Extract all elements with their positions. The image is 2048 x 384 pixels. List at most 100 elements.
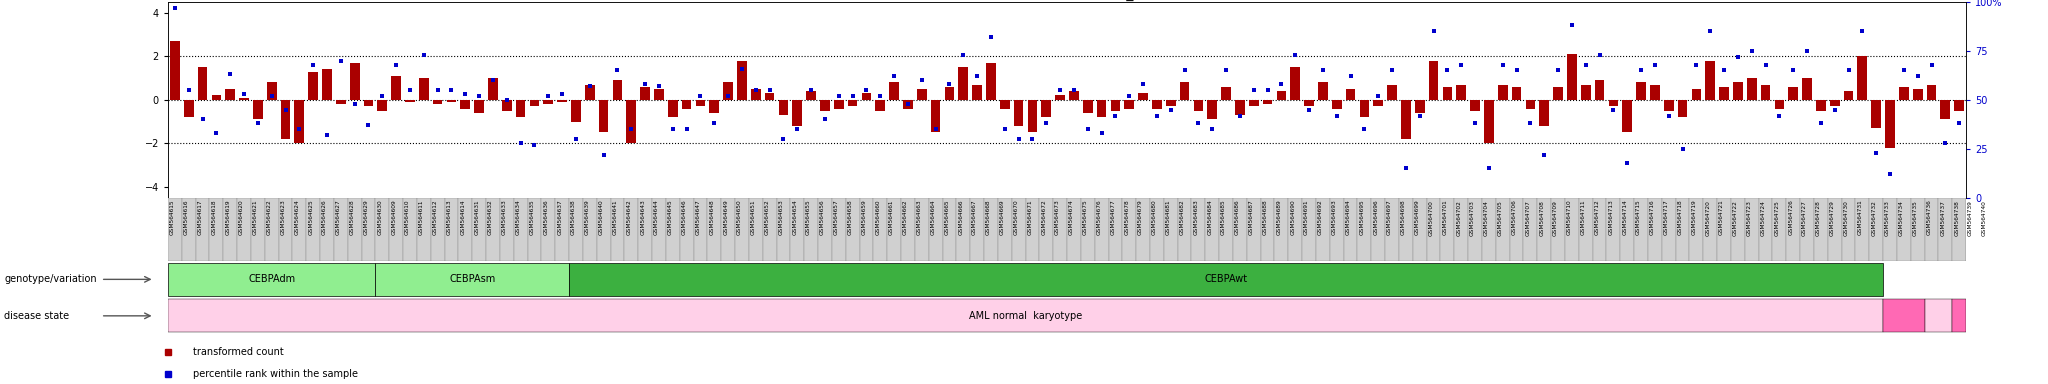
Point (256, 93, 289, 99)
Bar (1952, 198, 1966, 261)
Text: GSM564688: GSM564688 (1262, 200, 1268, 235)
Text: GSM564694: GSM564694 (1346, 200, 1350, 235)
Text: GSM564612: GSM564612 (432, 200, 438, 235)
Bar (1942, 100, 1950, 119)
Bar (1731, 198, 1745, 261)
Text: GSM564643: GSM564643 (641, 200, 645, 235)
Point (1708, 68, 1741, 74)
Bar (1718, 87, 1729, 100)
Point (1182, 120, 1214, 126)
Point (864, 93, 897, 99)
Text: GSM564645: GSM564645 (668, 200, 674, 235)
Point (1071, 126, 1104, 132)
Text: GSM564611: GSM564611 (420, 200, 424, 235)
Bar (322, 70, 332, 100)
Point (1016, 136, 1049, 142)
Point (1100, 113, 1133, 119)
Bar (889, 83, 899, 100)
Point (1763, 113, 1796, 119)
Bar (1858, 56, 1868, 100)
Bar (375, 263, 569, 296)
Bar (985, 63, 995, 100)
Point (1819, 107, 1851, 113)
Bar (1622, 100, 1632, 132)
Bar (1540, 100, 1548, 126)
Text: GSM564736: GSM564736 (1927, 200, 1931, 235)
Text: GSM564705: GSM564705 (1497, 200, 1503, 235)
Bar (430, 198, 444, 261)
Bar (1815, 198, 1827, 261)
Bar (266, 83, 276, 100)
Text: GSM564642: GSM564642 (627, 200, 631, 235)
Bar (598, 100, 608, 132)
Text: GSM564726: GSM564726 (1788, 200, 1794, 235)
Point (242, 120, 274, 126)
Bar (735, 198, 750, 261)
Text: GSM564715: GSM564715 (1636, 200, 1640, 235)
Text: GSM564663: GSM564663 (918, 200, 922, 235)
Text: GSM564727: GSM564727 (1802, 200, 1806, 235)
Text: GSM564709: GSM564709 (1552, 200, 1559, 235)
Text: GSM564614: GSM564614 (461, 200, 465, 235)
Text: GSM564646: GSM564646 (682, 200, 686, 235)
Text: GSM564695: GSM564695 (1360, 200, 1364, 235)
Bar (1759, 198, 1772, 261)
Point (1569, 61, 1602, 68)
Text: GSM564609: GSM564609 (391, 200, 395, 235)
Bar (860, 198, 872, 261)
Bar (1593, 198, 1606, 261)
Bar (1317, 198, 1329, 261)
Bar (1069, 91, 1079, 100)
Bar (197, 198, 209, 261)
Bar (1925, 198, 1937, 261)
Bar (184, 100, 193, 117)
Bar (1122, 198, 1137, 261)
Bar (1305, 100, 1315, 106)
Bar (1329, 198, 1343, 261)
Bar (750, 198, 762, 261)
Text: GSM564692: GSM564692 (1319, 200, 1323, 235)
Text: GSM564623: GSM564623 (281, 200, 285, 235)
Bar (420, 78, 428, 100)
Bar (1249, 100, 1260, 106)
Bar (1608, 100, 1618, 106)
Bar (1663, 100, 1673, 111)
Bar (1827, 198, 1841, 261)
Bar (1331, 100, 1341, 109)
Bar (1538, 198, 1550, 261)
Bar (182, 198, 197, 261)
Point (1528, 152, 1561, 158)
Bar (362, 198, 375, 261)
Bar (1870, 198, 1882, 261)
Point (1901, 73, 1933, 79)
Point (1944, 120, 1976, 126)
Point (1167, 68, 1200, 74)
Point (836, 93, 868, 99)
Point (602, 68, 635, 74)
Bar (1038, 198, 1053, 261)
Bar (1413, 198, 1427, 261)
Bar (1083, 100, 1092, 113)
Bar (1937, 198, 1952, 261)
Point (1679, 61, 1712, 68)
Point (739, 87, 772, 93)
Text: GSM564667: GSM564667 (973, 200, 977, 235)
Point (1376, 68, 1409, 74)
Point (1874, 171, 1907, 177)
Text: GSM564637: GSM564637 (557, 200, 561, 235)
Point (588, 152, 621, 158)
Text: GSM564639: GSM564639 (586, 200, 590, 235)
Text: GSM564696: GSM564696 (1374, 200, 1378, 235)
Point (879, 73, 911, 79)
Point (643, 83, 676, 89)
Bar (1042, 100, 1051, 117)
Bar (1053, 198, 1067, 261)
Bar (1430, 61, 1438, 100)
Text: GSM564721: GSM564721 (1718, 200, 1724, 235)
Point (1278, 52, 1311, 58)
Bar (1440, 198, 1454, 261)
Text: GSM564738: GSM564738 (1954, 200, 1960, 235)
Text: GSM564638: GSM564638 (571, 200, 575, 235)
Text: GSM564628: GSM564628 (350, 200, 354, 235)
Bar (1427, 198, 1440, 261)
